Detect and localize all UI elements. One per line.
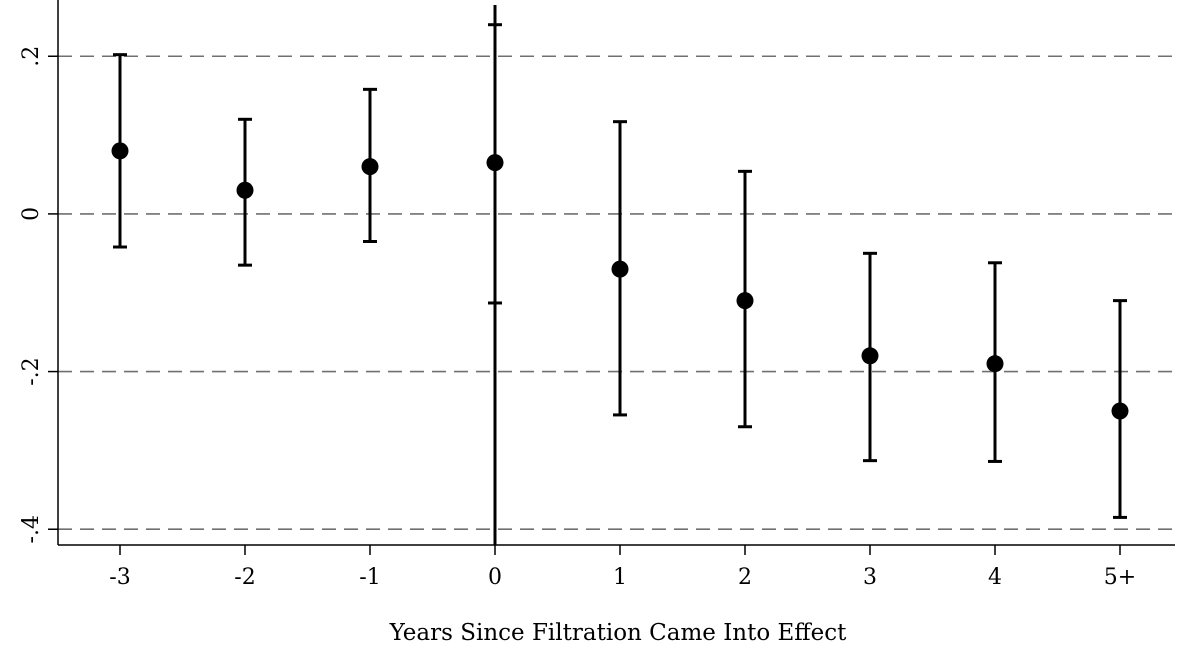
reference-lines [58,55,1175,531]
x-tick-label: 0 [488,565,502,590]
x-tick-label: 4 [988,565,1002,590]
y-ticks: -.4 -.2 0 .2 [19,46,58,543]
data-point [736,292,754,310]
data-point [486,154,504,172]
x-tick-label: -1 [359,565,380,590]
data-point [611,260,629,278]
y-tick-label: -.4 [19,515,44,543]
x-axis-title: Years Since Filtration Came Into Effect [389,620,848,646]
y-tick-label: -.2 [19,357,44,385]
data-point [236,181,254,199]
data-point [1111,402,1129,420]
x-tick-label: 2 [738,565,752,590]
axes [57,0,1175,546]
x-tick-label: -3 [109,565,130,590]
x-ticks: -3 -2 -1 0 1 2 3 4 5+ [109,545,1136,590]
data-point [111,142,129,160]
y-tick-label: 0 [19,207,44,221]
data-point [861,347,879,365]
data-point [986,355,1004,373]
data-point [361,158,379,176]
x-tick-label: 3 [863,565,877,590]
x-tick-label: 5+ [1104,565,1136,590]
x-tick-label: 1 [613,565,627,590]
x-tick-label: -2 [234,565,255,590]
data-points [111,142,1129,420]
y-tick-label: .2 [19,46,44,67]
